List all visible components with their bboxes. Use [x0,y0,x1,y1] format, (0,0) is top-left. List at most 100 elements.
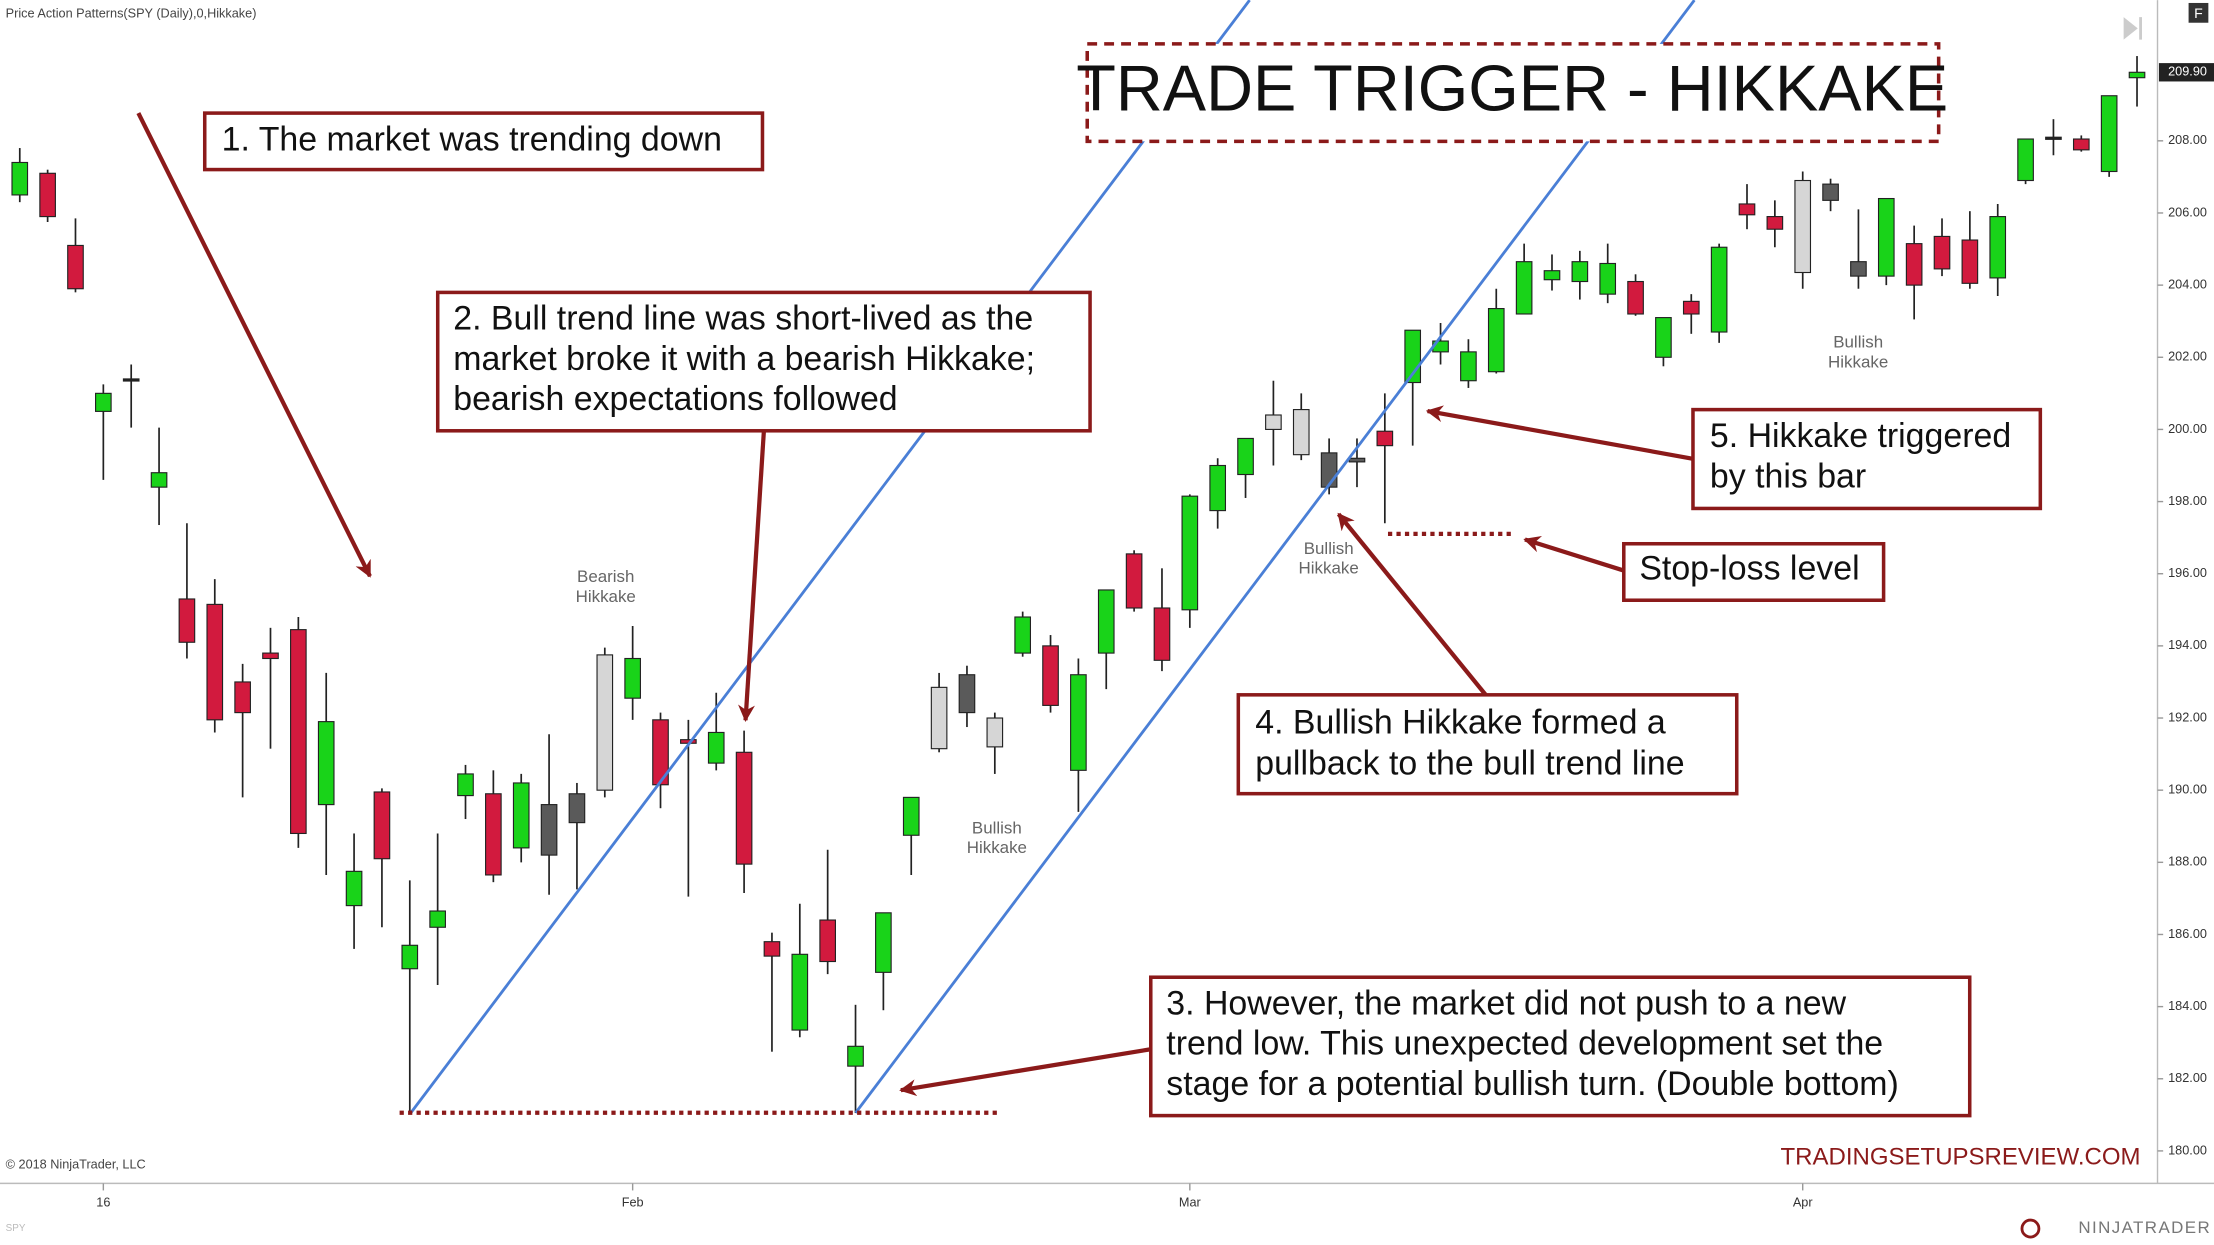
button-box[interactable] [2188,2,2209,23]
candle-body [1097,589,1115,654]
candle-body [11,161,29,196]
candle-body [512,782,530,849]
candle-body [1014,616,1032,654]
candle-body [1209,464,1227,512]
candle-body [2128,71,2146,79]
arrow [899,1047,1152,1097]
candle-body [1599,262,1617,295]
arrow [1336,512,1489,698]
x-tick-label: Apr [1793,1196,1814,1210]
arrow [1425,405,1695,462]
candle-body [540,804,558,856]
x-tick-label: 16 [96,1196,110,1210]
button[interactable]: F [2194,5,2203,21]
candle-body [1265,414,1282,430]
annotation-box [1622,541,1886,602]
candle-body [875,912,892,973]
y-tick-label: 202.00 [2168,350,2207,364]
y-tick-label: 198.00 [2168,494,2207,508]
chart-title: TRADE TRIGGER - HIKKAKE [1076,51,1948,124]
y-tick-label: 192.00 [2168,710,2207,724]
candle-body [847,1045,864,1067]
candle-body [1682,300,1700,315]
candle-body [958,674,976,714]
annotation-text: by this bar [1710,458,1866,496]
candle-body [1292,409,1310,456]
candle-body [2100,95,2118,173]
annotation-text: 1. The market was trending down [222,120,722,158]
y-tick-label: 204.00 [2168,277,2207,291]
annotation-text: 2. Bull trend line was short-lived as th… [453,300,1033,338]
candle-body [791,953,809,1031]
candle-body [150,472,168,488]
candle-body [1794,179,1812,274]
pattern-label: Bearish [577,567,634,586]
candle-body [2017,138,2034,182]
y-tick-label: 188.00 [2168,855,2207,869]
annotation-box [1236,693,1739,796]
y-tick-label: 208.00 [2168,133,2207,147]
candle-body [1125,553,1143,609]
pattern-label: Hikkake [1299,559,1359,578]
candle-body [178,598,196,643]
candle-body [262,652,279,660]
candle-body [1822,183,1839,201]
candle-body [1042,645,1059,706]
candle-body [1627,280,1644,315]
candle-body [39,172,56,218]
candle-body [763,941,781,957]
symbol: SPY [6,1223,26,1234]
candle-body [1153,607,1171,661]
candle-body [206,603,224,721]
annotation-text: pullback to the bull trend line [1255,744,1684,782]
candle-body [930,686,948,750]
brand: NINJATRADER [2078,1218,2211,1237]
pattern-label: Hikkake [1828,352,1888,371]
candle-body [568,793,586,824]
candle-body [902,796,920,836]
candle-body [234,681,251,714]
candle-body [735,751,753,865]
y-tick-label: 180.00 [2168,1143,2207,1157]
annotation-box [1691,407,2043,511]
title-box [1085,42,1941,144]
candle-body [485,793,502,876]
arrow [136,112,372,578]
candle-body [2072,138,2090,151]
annotation-box [435,290,1092,433]
pattern-label: Hikkake [967,838,1027,857]
pattern-label: Bullish [972,818,1022,837]
arrow [738,430,767,722]
candle-body [1738,203,1756,216]
x-tick-label: Mar [1179,1196,1202,1210]
candle-body [317,721,335,806]
annotation-box [1149,975,1972,1118]
y-tick-label: 206.00 [2168,205,2207,219]
play-icon[interactable] [2123,17,2142,40]
annotation-text: 3. However, the market did not push to a… [1166,984,1846,1022]
watermark: TRADINGSETUPSREVIEW.COM [1781,1143,2141,1170]
candle-body [1571,261,1589,283]
candle-body [1989,216,2007,279]
candle-body [1766,216,1784,230]
candle-body [2045,136,2062,140]
trend-line [409,0,1251,1114]
candle-body [290,629,307,835]
candle-body [1070,674,1087,771]
arrow [1523,536,1625,573]
candles [11,56,2146,1114]
last-price-tag [2158,63,2214,82]
y-tick-label: 182.00 [2168,1071,2207,1085]
candle-body [67,244,84,290]
candle-body [986,717,1004,748]
trend-line [854,0,1696,1114]
candle-body [457,773,474,797]
annotation-text: market broke it with a bearish Hikkake; [453,340,1035,378]
pattern-label: Bullish [1833,333,1883,352]
candle-body [1543,270,1561,281]
candle-body [1460,351,1477,382]
candle-body [122,378,140,382]
y-tick-label: 196.00 [2168,566,2207,580]
candle-body [1320,452,1338,488]
